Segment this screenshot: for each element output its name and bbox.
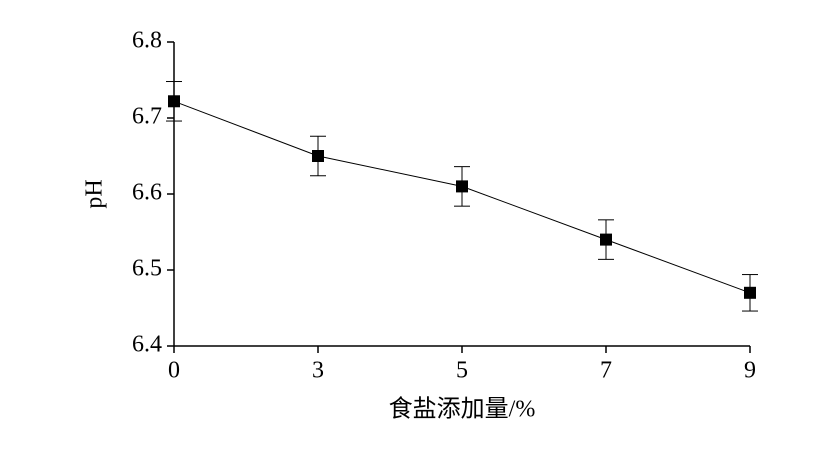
- y-axis-label: pH: [82, 179, 108, 208]
- x-tick-label: 7: [600, 358, 612, 384]
- x-tick-label: 5: [456, 358, 468, 384]
- point: [456, 180, 468, 193]
- y-tick-label: 6.4: [132, 332, 162, 358]
- y-tick-label: 6.7: [132, 104, 162, 130]
- point: [168, 95, 180, 108]
- y-tick-label: 6.5: [132, 256, 162, 282]
- point: [312, 150, 324, 162]
- x-tick-label: 0: [168, 358, 180, 384]
- y-tick-label: 6.6: [132, 180, 162, 206]
- x-axis-label: 食盐添加量/%: [389, 396, 536, 423]
- x-tick-label: 3: [312, 358, 324, 384]
- point: [744, 286, 756, 299]
- point: [600, 233, 612, 246]
- x-tick-label: 9: [744, 358, 756, 384]
- y-tick-label: 6.8: [132, 28, 162, 54]
